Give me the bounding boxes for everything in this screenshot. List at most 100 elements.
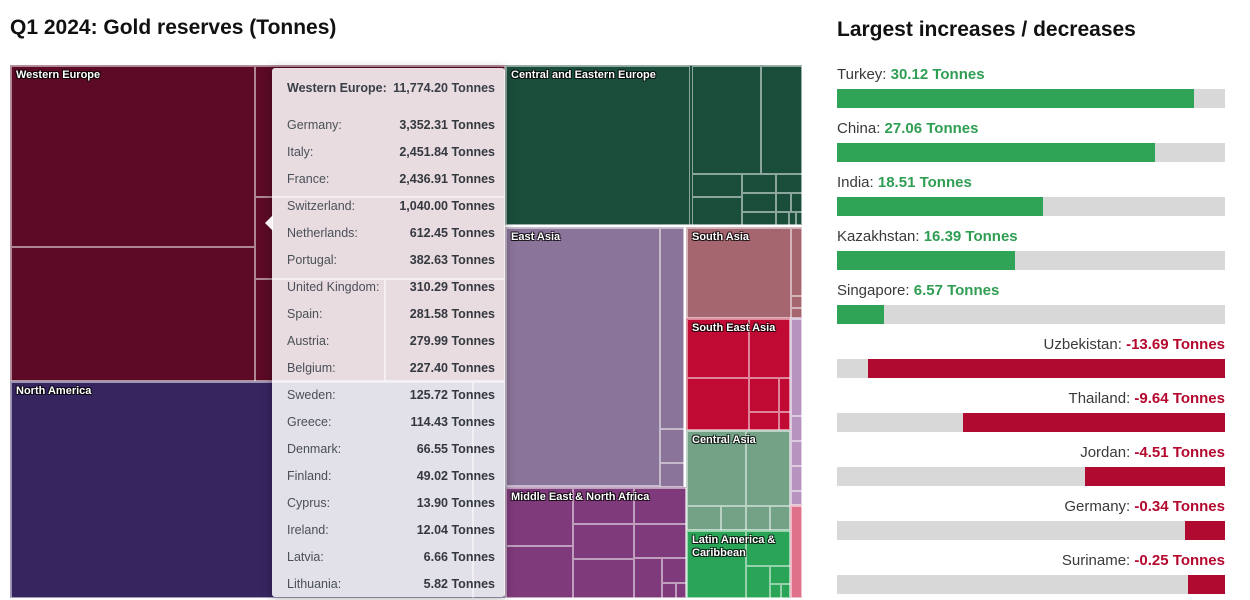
- treemap-cell[interactable]: [687, 506, 721, 531]
- tooltip-region-name: Western Europe:: [287, 81, 387, 95]
- treemap-cell[interactable]: [746, 566, 770, 599]
- treemap-cell[interactable]: [687, 531, 746, 599]
- treemap-cell[interactable]: [506, 228, 660, 486]
- treemap-cell[interactable]: [692, 174, 742, 197]
- treemap-cell[interactable]: [761, 66, 803, 174]
- treemap-region-strip-lilac[interactable]: [790, 318, 803, 506]
- treemap-region-south-asia[interactable]: South Asia: [686, 227, 803, 319]
- treemap-cell[interactable]: [634, 488, 687, 524]
- bar-value: 16.39 Tonnes: [923, 228, 1018, 245]
- treemap-cell[interactable]: [749, 378, 779, 412]
- treemap-cell[interactable]: [789, 212, 796, 226]
- tooltip-row: Austria: 279.99 Tonnes: [287, 333, 495, 360]
- treemap-cell[interactable]: [692, 197, 742, 226]
- treemap-cell[interactable]: [506, 546, 573, 599]
- tooltip-country-value: 1,040.00 Tonnes: [399, 199, 495, 213]
- bar-fill: [1185, 521, 1225, 540]
- bar-fill: [1085, 467, 1225, 486]
- bar-label: Suriname: -0.25 Tonnes: [837, 552, 1225, 570]
- treemap-region-middle-east-north-africa[interactable]: Middle East & North Africa: [505, 487, 687, 599]
- tooltip-country-label: France:: [287, 172, 330, 186]
- treemap-cell[interactable]: [770, 506, 791, 531]
- region-label: Central Asia: [692, 434, 756, 446]
- tooltip-country-label: Germany:: [287, 118, 342, 132]
- tooltip-row: Sweden: 125.72 Tonnes: [287, 387, 495, 414]
- treemap-cell[interactable]: [742, 193, 776, 212]
- bar-label: India: 18.51 Tonnes: [837, 174, 1225, 192]
- treemap-cell[interactable]: [662, 583, 676, 599]
- treemap-cell[interactable]: [687, 319, 749, 378]
- treemap-cell[interactable]: [573, 524, 634, 559]
- treemap-region-central-eastern-europe[interactable]: Central and Eastern Europe: [505, 65, 803, 226]
- treemap-cell[interactable]: [791, 296, 803, 308]
- treemap-region-latin-america-caribbean[interactable]: Latin America & Caribbean: [686, 530, 791, 599]
- tooltip-row: Latvia: 6.66 Tonnes: [287, 549, 495, 576]
- bar-row-thailand: Thailand: -9.64 Tonnes: [837, 390, 1225, 432]
- treemap-cell[interactable]: [742, 212, 776, 226]
- tooltip-country-value: 5.82 Tonnes: [423, 577, 495, 591]
- treemap-cell[interactable]: [506, 66, 690, 226]
- treemap-region-east-asia[interactable]: East Asia: [505, 227, 685, 488]
- treemap-cell[interactable]: [749, 412, 779, 431]
- bar-country: Kazakhstan:: [837, 228, 924, 245]
- treemap-cell[interactable]: [791, 506, 803, 599]
- treemap-cell[interactable]: [791, 416, 803, 441]
- treemap-region-central-asia[interactable]: Central Asia: [686, 430, 791, 531]
- bar-label: Uzbekistan: -13.69 Tonnes: [837, 336, 1225, 354]
- bar-fill: [837, 143, 1156, 162]
- tooltip-country-label: Italy:: [287, 145, 314, 159]
- treemap-cell[interactable]: [770, 566, 791, 584]
- treemap-cell[interactable]: [721, 506, 746, 531]
- treemap-region-strip-pink[interactable]: [790, 505, 803, 599]
- treemap-cell[interactable]: [776, 212, 789, 226]
- treemap-cell[interactable]: [660, 228, 685, 429]
- treemap-cell[interactable]: [746, 506, 770, 531]
- treemap-cell[interactable]: [796, 212, 803, 226]
- tooltip-row: Portugal: 382.63 Tonnes: [287, 252, 495, 279]
- treemap-cell[interactable]: [11, 66, 255, 247]
- treemap-cell[interactable]: [776, 193, 791, 212]
- treemap-cell[interactable]: [791, 193, 803, 212]
- treemap-cell[interactable]: [660, 429, 685, 463]
- tooltip-country-value: 3,352.31 Tonnes: [399, 118, 495, 132]
- treemap-cell[interactable]: [662, 558, 687, 583]
- bar-row-kazakhstan: Kazakhstan: 16.39 Tonnes: [837, 228, 1225, 270]
- tooltip-row: Lithuania: 5.82 Tonnes: [287, 576, 495, 600]
- bar-row-china: China: 27.06 Tonnes: [837, 120, 1225, 162]
- bar-row-germany: Germany: -0.34 Tonnes: [837, 498, 1225, 540]
- bar-fill: [837, 89, 1194, 108]
- tooltip-row: Ireland: 12.04 Tonnes: [287, 522, 495, 549]
- treemap-cell[interactable]: [11, 247, 255, 382]
- treemap-region-south-east-asia[interactable]: South East Asia: [686, 318, 791, 431]
- tooltip-region-value: 11,774.20 Tonnes: [393, 81, 495, 95]
- treemap-cell[interactable]: [660, 463, 685, 488]
- tooltip-header: Western Europe: 11,774.20 Tonnes: [287, 80, 495, 96]
- treemap-cell[interactable]: [791, 228, 803, 296]
- treemap-cell[interactable]: [742, 174, 776, 193]
- treemap-cell[interactable]: [634, 558, 662, 599]
- treemap-cell[interactable]: [791, 441, 803, 466]
- treemap-cell[interactable]: [573, 488, 634, 524]
- bar-fill: [837, 305, 884, 324]
- tooltip-row: Finland: 49.02 Tonnes: [287, 468, 495, 495]
- treemap-cell[interactable]: [791, 491, 803, 506]
- bar-country: Germany:: [1064, 498, 1135, 515]
- tooltip-country-label: Portugal:: [287, 253, 338, 267]
- treemap-cell[interactable]: [687, 378, 749, 431]
- treemap-cell[interactable]: [506, 488, 573, 546]
- treemap-cell[interactable]: [687, 431, 746, 506]
- treemap-cell[interactable]: [770, 584, 781, 599]
- tooltip: Western Europe: 11,774.20 Tonnes Germany…: [265, 68, 505, 600]
- bar-value: -13.69 Tonnes: [1126, 336, 1225, 353]
- treemap-cell[interactable]: [634, 524, 687, 558]
- treemap-cell[interactable]: [776, 174, 803, 193]
- treemap-cell[interactable]: [791, 319, 803, 416]
- treemap-cell[interactable]: [791, 466, 803, 491]
- tooltip-rows: Germany: 3,352.31 Tonnes Italy: 2,451.84 To…: [287, 117, 495, 600]
- tooltip-row: Switzerland: 1,040.00 Tonnes: [287, 198, 495, 225]
- treemap-cell[interactable]: [692, 66, 761, 174]
- tooltip-row: Germany: 3,352.31 Tonnes: [287, 117, 495, 144]
- treemap-cell[interactable]: [573, 559, 634, 599]
- treemap-cell[interactable]: [676, 583, 687, 599]
